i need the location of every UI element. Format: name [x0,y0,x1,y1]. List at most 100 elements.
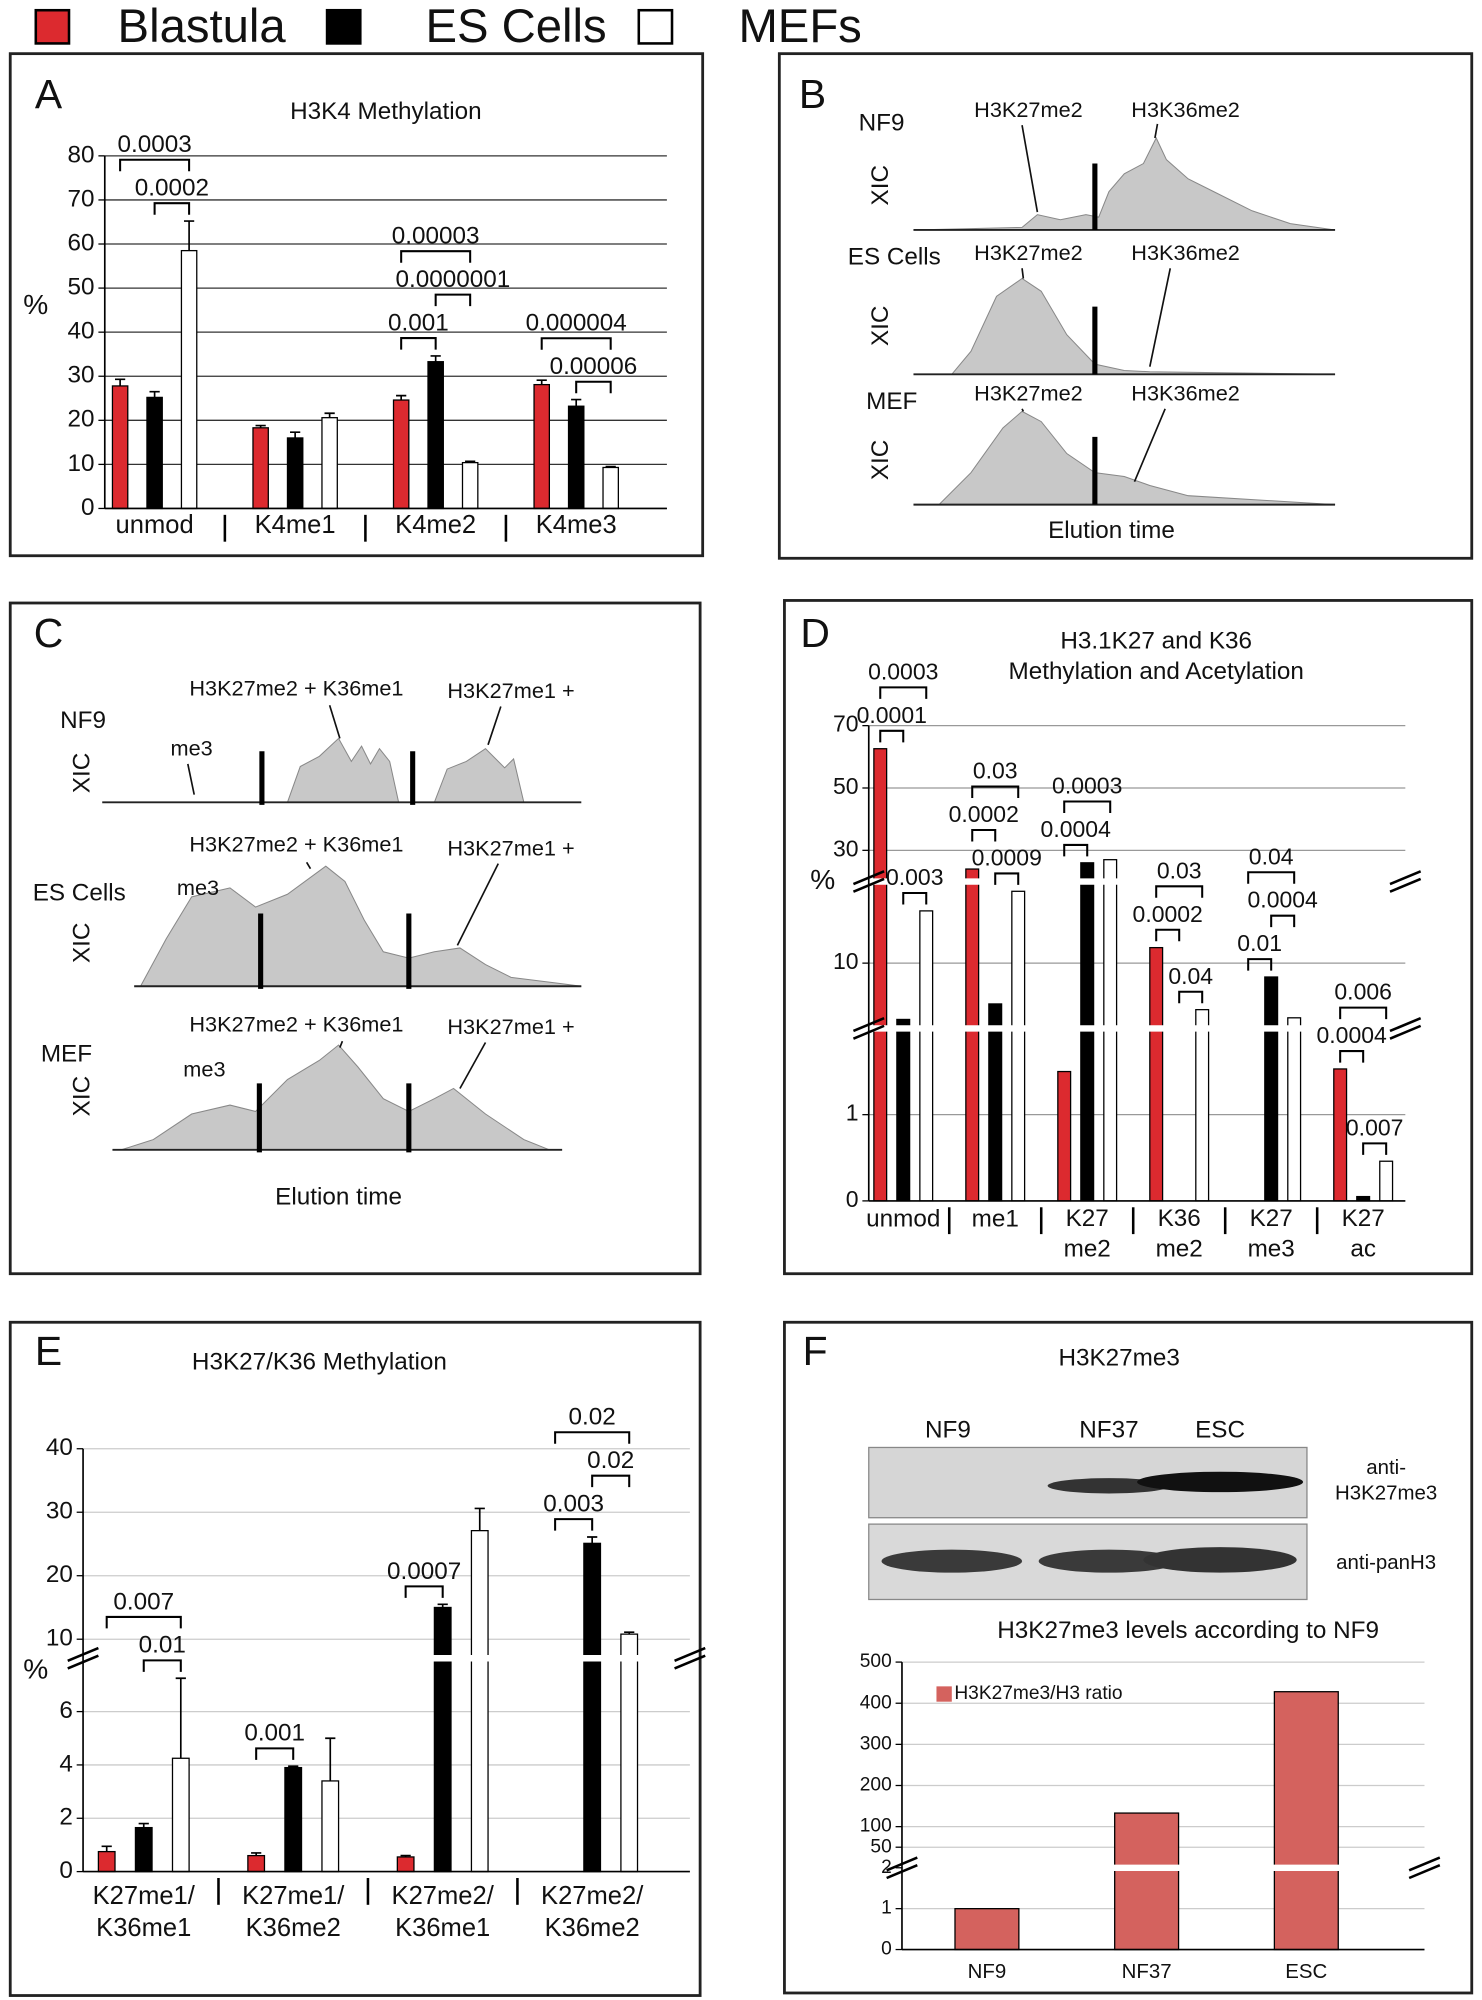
significance-bracket [1178,990,1204,1004]
peak-label: H3K27me2 [974,240,1083,265]
y-tick-label: 70 [68,185,95,212]
bar [396,1856,415,1873]
p-value-label: 0.03 [1157,857,1202,883]
peak-label: H3K27me2 + K36me1 [189,676,403,701]
significance-bracket [902,891,928,905]
p-value-label: 0.0001 [857,702,927,728]
pointer [1021,408,1025,412]
p-value-label: 0.04 [1249,843,1294,869]
y-tick-label: 50 [870,1836,891,1857]
error-bar [290,431,301,438]
pointer [1133,408,1166,482]
y-tick-label: 20 [68,406,95,433]
significance-bracket [994,872,1020,885]
trace-ylabel: XIC [68,753,95,793]
y-tick-label: 40 [68,318,95,345]
pointer [1021,125,1039,213]
peak-label: H3K27me2 + K36me1 [189,831,403,856]
significance-bracket [404,1585,444,1598]
error-bar [400,1854,411,1857]
y-tick-label: 70 [833,711,859,737]
y-tick-label: 4 [59,1750,73,1777]
x-axis-label: Elution time [1048,517,1175,544]
panel-frame [783,1320,1474,1995]
y-tick-label: 2 [59,1804,73,1831]
panel-frame [777,52,1474,560]
peak-label: H3K27me1 + [447,678,574,703]
y-tick-label: 0 [846,1186,859,1212]
significance-bracket [1247,958,1273,971]
panel-letter: A [35,71,63,117]
lane-label: NF37 [1079,1416,1138,1443]
y-tick-label: 50 [833,773,859,799]
p-value-label: 0.0004 [1248,887,1319,913]
pointer [305,861,312,870]
peak-label: H3K36me2 [1131,97,1240,122]
x-tick-label: NF9 [968,1960,1007,1983]
y-tick-label: 60 [68,229,95,256]
y-tick-label: 6 [59,1697,73,1724]
significance-bracket [575,380,612,394]
significance-bracket [1270,914,1296,928]
panel-frame [8,52,705,558]
error-bar [536,379,547,385]
p-value-label: 0.02 [587,1447,634,1474]
x-tick-label: K27 me3 [1248,1205,1295,1262]
trace-ylabel: XIC [867,306,894,346]
peak-label: H3K27me1 + [447,835,574,860]
axis-break-mark [1389,1017,1422,1040]
legend-label: ES Cells [425,0,606,53]
error-bar [325,1737,336,1781]
error-bar [115,378,126,386]
pointer [456,863,500,946]
significance-bracket [1063,843,1089,857]
bar [1333,1068,1348,1202]
significance-bracket [1339,1006,1388,1020]
axis-break-mark [1389,870,1422,893]
sample-label: MEF [41,1041,92,1068]
p-value-label: 0.0003 [868,658,938,684]
xic-trace [950,277,1336,375]
x-tick-label: K27me2/K36me1 [392,1882,495,1942]
y-tick-label: 0 [881,1939,892,1960]
p-value-label: 0.0003 [1052,773,1122,799]
legend-swatch [936,1686,952,1702]
bar [620,1633,639,1873]
bar [97,1850,116,1873]
significance-bracket [971,785,1020,799]
p-value-label: 0.04 [1168,963,1213,989]
pointer [1021,268,1025,279]
axis-break-mark [1408,1856,1441,1880]
bar [134,1826,153,1873]
significance-bracket [554,1431,631,1444]
panel-letter: C [34,610,64,656]
peak-label: me3 [183,1056,225,1081]
significance-bracket [1063,800,1112,813]
peak-label: me3 [171,736,213,761]
bar [392,399,410,510]
bar [284,1766,303,1873]
peak-label: H3K36me2 [1131,380,1240,405]
x-tick-label: NF37 [1122,1960,1172,1983]
sample-label: MEF [866,388,917,415]
pointer [339,1040,344,1048]
y-axis-label: % [810,864,835,895]
p-value-label: 0.007 [1346,1114,1404,1140]
y-tick-label: 0 [59,1857,73,1884]
p-value-label: 0.02 [569,1404,616,1431]
error-bar [430,355,441,362]
bar [988,1003,1003,1202]
p-value-label: 0.0003 [117,131,191,158]
legend-swatch [637,8,674,45]
bar [567,405,585,510]
lane-label: ESC [1195,1416,1245,1443]
error-bar [138,1822,149,1828]
x-tick-label: K4me2 [395,511,476,539]
bar [111,385,129,510]
p-value-label: 0.007 [113,1588,174,1615]
p-value-label: 0.00006 [550,353,638,380]
error-bar [605,465,616,468]
panel-letter: B [799,71,826,117]
x-axis-label: Elution time [275,1184,402,1211]
significance-bracket [153,202,191,215]
